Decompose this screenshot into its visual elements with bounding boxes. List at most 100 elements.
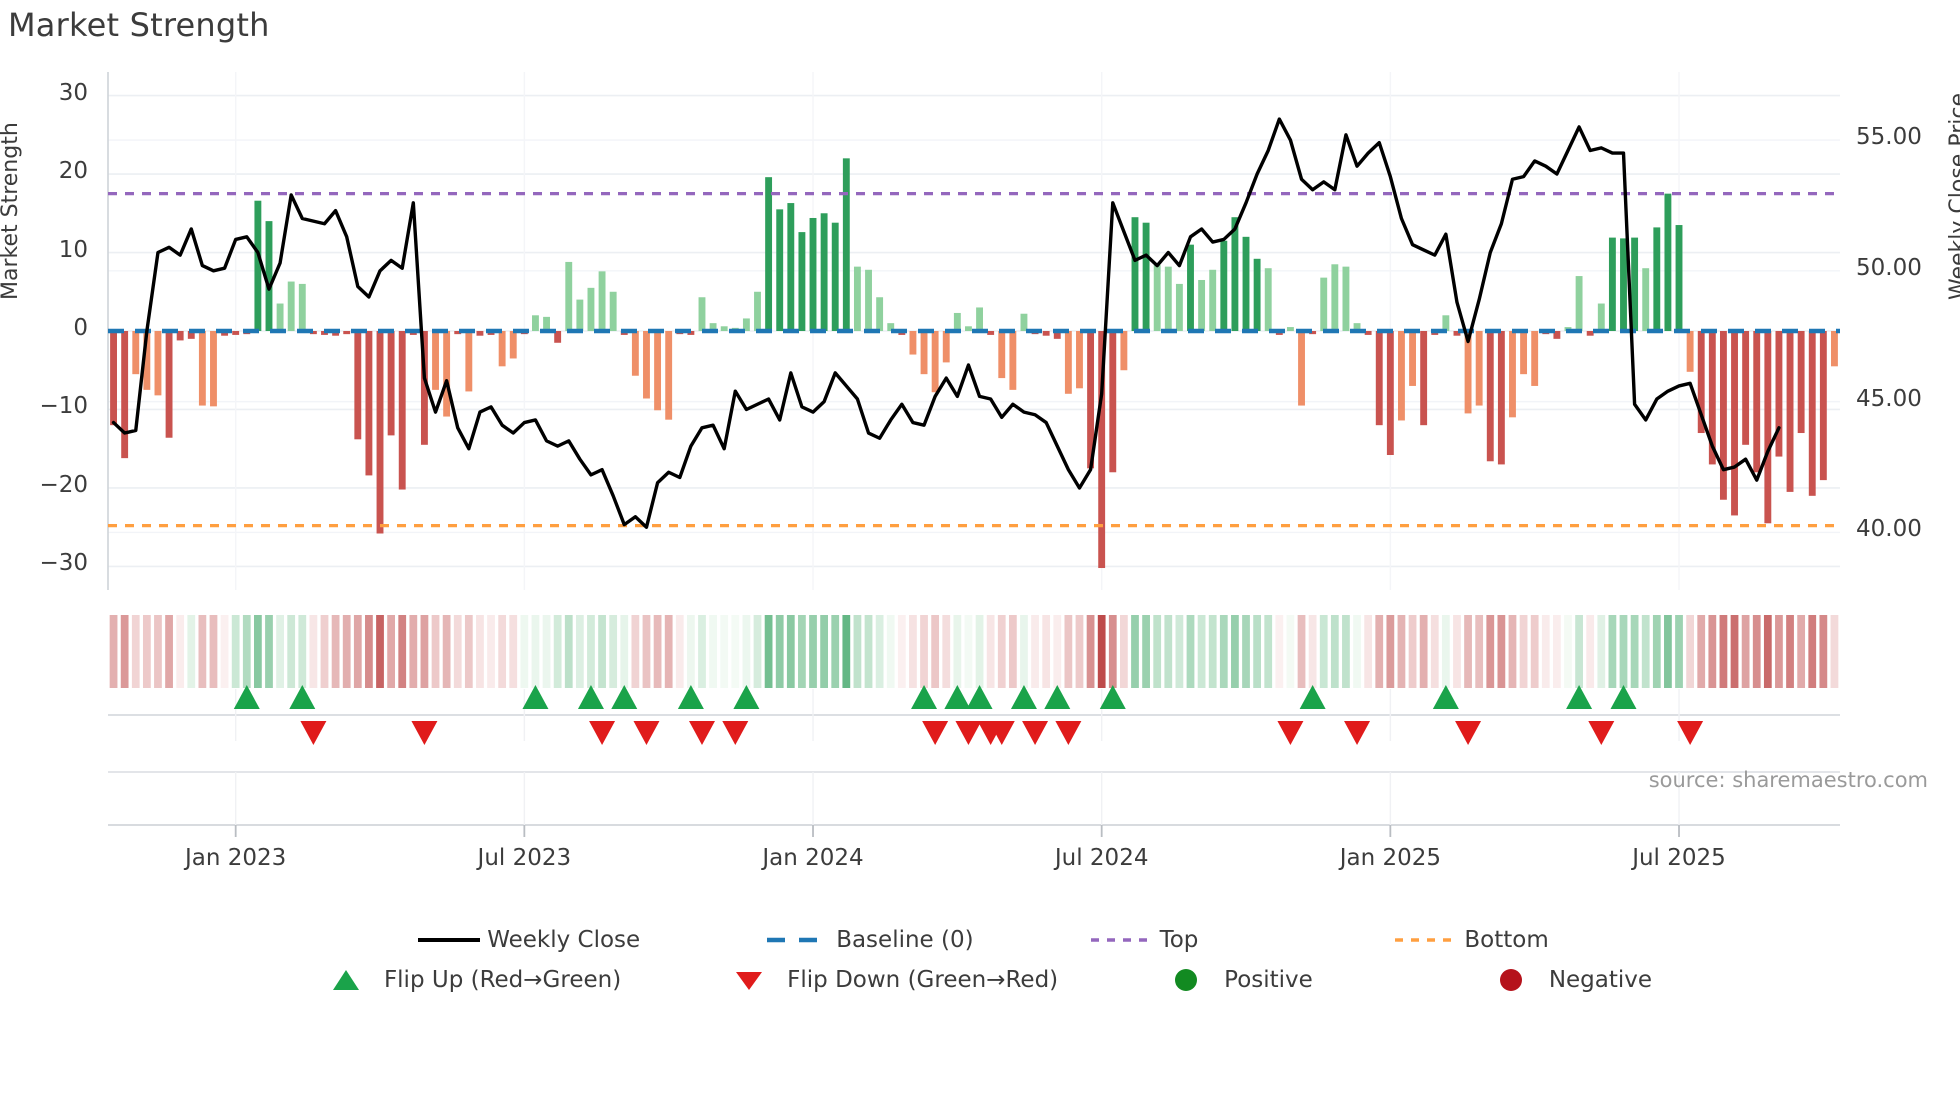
bar (1420, 331, 1428, 426)
heat-cell (1264, 615, 1273, 688)
legend-key (1388, 926, 1464, 954)
heat-cell (142, 615, 151, 688)
bar (1486, 331, 1494, 462)
bar (1442, 315, 1450, 331)
legend-item[interactable]: Top (1084, 926, 1198, 954)
bar (1286, 327, 1294, 331)
bar (132, 331, 140, 375)
heat-cell (1430, 615, 1439, 688)
heat-cell (1419, 615, 1428, 688)
bar (1253, 258, 1261, 331)
legend-label: Weekly Close (487, 927, 641, 953)
line-dotted-icon (1090, 938, 1153, 942)
bar (609, 291, 617, 331)
bar (1209, 269, 1217, 331)
bar (1675, 225, 1683, 331)
heat-cell (587, 615, 595, 688)
heat-cell (631, 615, 640, 688)
heat-cell (1097, 615, 1106, 688)
bar (809, 217, 817, 331)
legend-label: Baseline (0) (836, 927, 974, 953)
legend-label: Bottom (1464, 927, 1549, 953)
bar (987, 331, 995, 335)
heat-cell (1064, 615, 1073, 688)
bar (1331, 264, 1339, 331)
flip-down-marker (988, 721, 1015, 745)
x-tick-label: Jul 2023 (477, 845, 572, 871)
bar (1064, 331, 1072, 394)
circle-icon (1499, 969, 1522, 991)
bar (765, 177, 773, 331)
legend-item[interactable]: Positive (1148, 966, 1313, 994)
heat-cell (1297, 615, 1306, 688)
heat-cell (1508, 615, 1517, 688)
bar (1098, 331, 1106, 569)
bar (820, 213, 828, 331)
flip-down-marker (922, 721, 949, 745)
bar (343, 331, 351, 335)
bar (1775, 331, 1783, 457)
heat-cell (953, 615, 962, 688)
flip-up-marker (1432, 685, 1459, 709)
x-tick-label: Jan 2023 (185, 845, 287, 871)
x-tick-label: Jul 2024 (1054, 845, 1149, 871)
heat-cell (1020, 615, 1028, 688)
bar (532, 315, 539, 331)
heat-cell (1708, 615, 1717, 688)
y-tick-right: 55.00 (1856, 124, 1922, 151)
bar (1475, 331, 1483, 406)
heat-cell (842, 615, 851, 688)
bar (1819, 331, 1827, 481)
legend-item[interactable]: Bottom (1388, 926, 1549, 954)
bar (709, 323, 717, 331)
heat-cell (886, 615, 895, 688)
bar (1364, 331, 1372, 335)
bar (1164, 266, 1172, 331)
heat-cell (864, 615, 873, 688)
bar (332, 331, 340, 336)
legend-item[interactable]: Negative (1473, 966, 1652, 994)
legend-key (308, 966, 384, 994)
heat-cell (720, 615, 729, 688)
heat-cell (1375, 615, 1384, 688)
heat-cell (575, 615, 584, 688)
bar (210, 331, 217, 407)
bar (643, 331, 650, 399)
legend-item[interactable]: Flip Down (Green→Red) (711, 966, 1058, 994)
heat-cell (476, 615, 484, 688)
bar-series (110, 158, 1838, 569)
bar (1398, 331, 1405, 421)
bar (354, 331, 362, 440)
heat-cell (120, 615, 129, 688)
heat-cell (1830, 615, 1839, 688)
bar (1264, 268, 1272, 331)
bar (1109, 331, 1117, 473)
weekly-close-line (111, 117, 1781, 529)
legend-item[interactable]: Weekly Close (411, 926, 640, 954)
heat-cell (1730, 615, 1739, 688)
bar (1764, 331, 1772, 524)
heat-cell (1675, 615, 1683, 688)
heat-cell (1464, 615, 1472, 688)
heat-cell (1441, 615, 1450, 688)
bar (853, 266, 861, 331)
bar (154, 331, 162, 396)
bar (1020, 313, 1028, 331)
legend-item[interactable]: Baseline (0) (760, 926, 974, 954)
bar (965, 326, 972, 331)
bar (232, 331, 240, 335)
flip-up-marker (233, 685, 260, 709)
legend-item[interactable]: Flip Up (Red→Green) (308, 966, 621, 994)
heat-cell (1697, 615, 1706, 688)
market-strength-chart (107, 72, 1840, 837)
bar (1353, 323, 1361, 331)
bar (909, 331, 917, 355)
heat-cell (997, 615, 1006, 688)
bar (1009, 331, 1017, 390)
flip-up-marker (289, 685, 316, 709)
bar (887, 323, 895, 331)
heat-cell (1497, 615, 1506, 688)
bar (1497, 331, 1505, 465)
heat-cell (1075, 615, 1084, 688)
bar (265, 221, 273, 331)
